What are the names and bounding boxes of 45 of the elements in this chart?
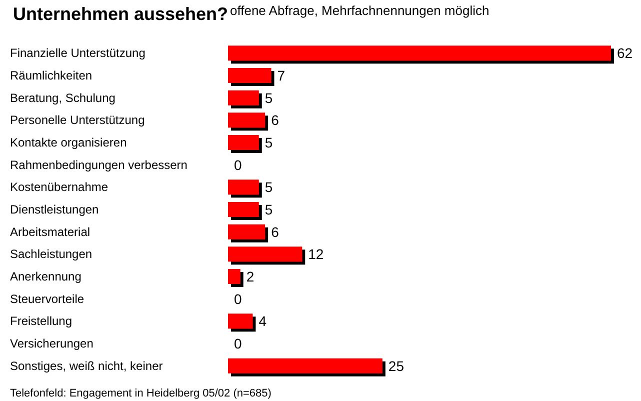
bar [228,246,302,262]
bar [228,112,266,128]
y-tick-label: Beratung, Schulung [10,90,116,105]
data-label: 5 [264,134,273,150]
y-tick-label: Freistellung [10,314,72,328]
data-label: 2 [246,268,254,284]
bar [228,68,272,83]
data-label: 25 [388,358,404,374]
y-tick-label: Versicherungen [10,336,94,350]
y-tick-label: Finanzielle Unterstützung [10,46,146,60]
y-tick-label: Sonstiges, weiß nicht, keiner [10,358,163,373]
y-tick-label: Anerkennung [10,270,82,284]
data-label: 0 [234,336,242,352]
data-label: 4 [258,313,267,330]
data-label: 5 [264,90,273,106]
data-label: 5 [264,202,273,218]
y-tick-label: Personelle Unterstützung [10,113,145,128]
data-label: 7 [277,68,286,84]
bar [228,135,259,150]
data-label: 12 [308,246,324,262]
data-label: 6 [271,224,280,240]
y-tick-label: Arbeitsmaterial [10,224,90,239]
data-label: 5 [264,179,273,196]
y-tick-label: Steuervorteile [10,292,84,306]
bar [228,358,382,374]
y-tick-label: Kostenübernahme [10,180,108,194]
bar [228,46,611,61]
y-tick-label: Rahmenbedingungen verbessern [10,158,188,172]
bar [228,202,259,217]
y-tick-label: Sachleistungen [10,247,92,262]
bar [228,314,253,329]
data-label: 6 [271,112,280,128]
bar [228,90,259,106]
data-label: 62 [617,45,633,62]
y-tick-label: Räumlichkeiten [10,68,92,82]
data-label: 0 [234,290,242,307]
bar [228,180,259,195]
bar [228,269,240,284]
y-tick-label: Dienstleistungen [10,202,99,216]
chart-subtitle: offene Abfrage, Mehrfachnennungen möglich [230,3,490,18]
bar [228,224,266,240]
y-tick-label: Kontakte organisieren [10,136,127,150]
text: Telefonfeld: Engagement in Heidelberg 05/02 (n=685) [10,388,272,400]
data-label: 0 [234,156,242,173]
chart-title: Unternehmen aussehen? [13,4,228,24]
